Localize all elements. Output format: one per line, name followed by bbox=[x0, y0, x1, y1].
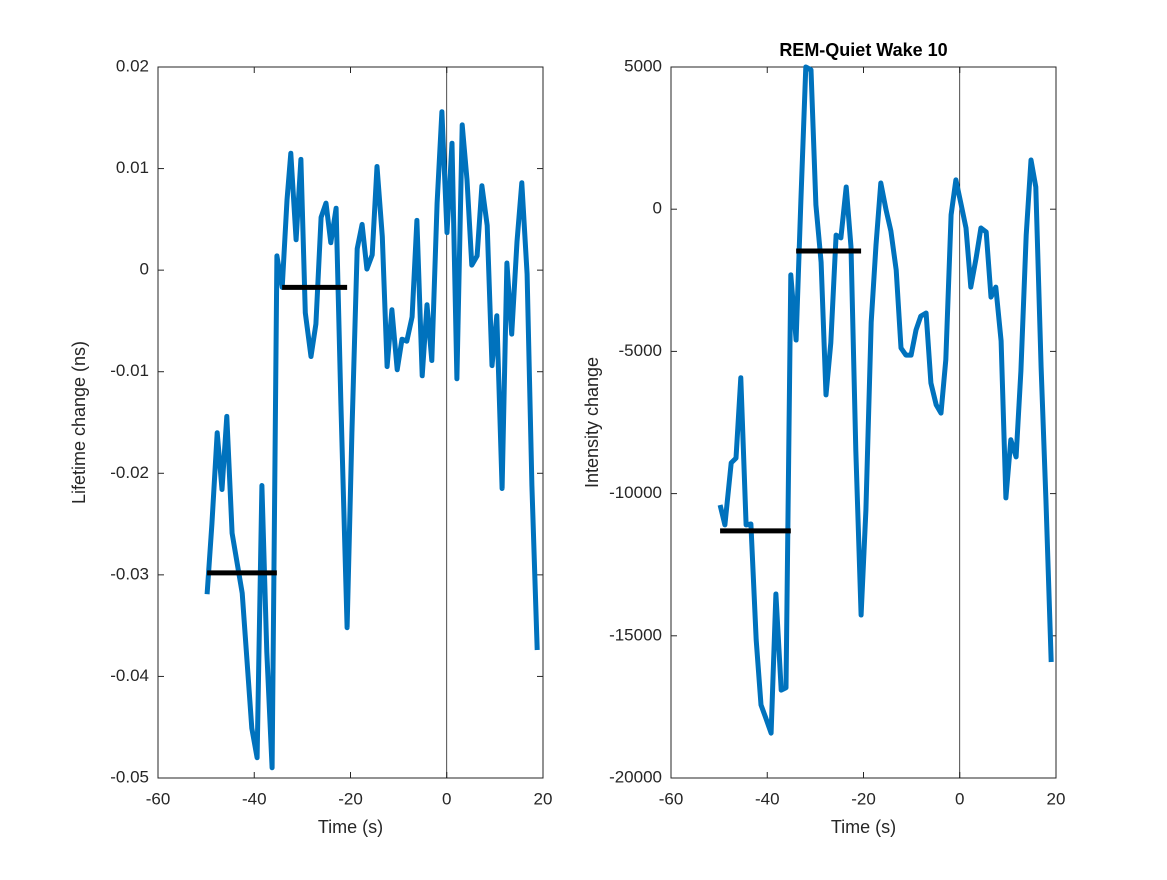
y-tick-label: 0.02 bbox=[116, 56, 149, 75]
y-tick-label: 5000 bbox=[624, 56, 662, 75]
y-tick-label: 0 bbox=[653, 199, 662, 218]
x-tick-label: 0 bbox=[442, 789, 451, 808]
y-tick-label: 0 bbox=[140, 260, 149, 279]
x-tick-label: -60 bbox=[146, 789, 171, 808]
x-tick-label: -40 bbox=[755, 789, 780, 808]
y-tick-label: -0.01 bbox=[110, 361, 149, 380]
plot-area bbox=[670, 66, 1057, 779]
x-tick-label: 0 bbox=[955, 789, 964, 808]
x-tick-label: -20 bbox=[851, 789, 876, 808]
axes: -60 -40 -20 0 20 -20000 -15000 -10000 -5000 0 5000… bbox=[582, 40, 1066, 837]
y-tick-label: -20000 bbox=[609, 767, 662, 786]
x-tick-label: 20 bbox=[1047, 789, 1066, 808]
y-tick-label: -5000 bbox=[619, 341, 662, 360]
y-tick-label: 0.01 bbox=[116, 158, 149, 177]
axes: -60 -40 -20 0 20 -0.05 -0.04 -0.03 -0.02 -0.01 0 0.… bbox=[69, 56, 553, 836]
y-tick-label: -0.02 bbox=[110, 463, 149, 482]
y-tick-label: -15000 bbox=[609, 625, 662, 644]
x-tick-label: -20 bbox=[338, 789, 363, 808]
y-tick-label: -10000 bbox=[609, 483, 662, 502]
data-line bbox=[717, 64, 1054, 736]
data-line bbox=[204, 109, 540, 771]
x-tick-label: -60 bbox=[659, 789, 684, 808]
x-axis-label: Time (s) bbox=[318, 817, 383, 837]
y-axis-label: Intensity change bbox=[582, 357, 602, 488]
x-axis-label: Time (s) bbox=[831, 817, 896, 837]
x-tick-label: -40 bbox=[242, 789, 267, 808]
chart-title: REM-Quiet Wake 10 bbox=[779, 40, 947, 60]
y-axis-label: Lifetime change (ns) bbox=[69, 341, 89, 504]
y-tick-label: -0.03 bbox=[110, 564, 149, 583]
x-tick-label: 20 bbox=[534, 789, 553, 808]
y-tick-label: -0.05 bbox=[110, 767, 149, 786]
y-tick-label: -0.04 bbox=[110, 666, 149, 685]
